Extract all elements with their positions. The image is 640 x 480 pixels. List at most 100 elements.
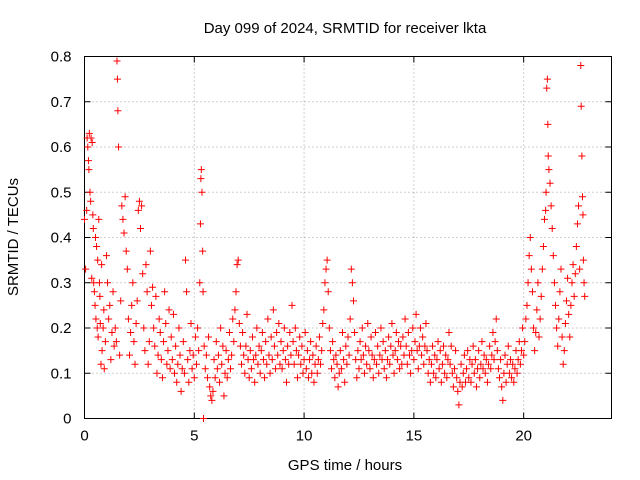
data-point	[546, 179, 554, 187]
x-tick-label: 10	[296, 428, 313, 445]
data-point	[169, 310, 177, 318]
data-point	[379, 338, 387, 346]
data-point	[155, 315, 163, 323]
data-point	[450, 365, 458, 373]
data-point	[124, 315, 132, 323]
data-point	[371, 329, 379, 337]
data-point	[528, 288, 536, 296]
data-point	[412, 310, 420, 318]
data-point	[180, 369, 188, 377]
y-tick-label: 0.4	[51, 230, 72, 247]
data-point	[242, 342, 250, 350]
data-point	[418, 351, 426, 359]
data-point	[281, 356, 289, 364]
data-point	[520, 351, 528, 359]
data-point	[119, 215, 127, 223]
data-point	[141, 347, 149, 355]
data-point	[303, 347, 311, 355]
data-point	[519, 324, 527, 332]
data-point	[211, 374, 219, 382]
data-point	[165, 306, 173, 314]
data-point	[131, 360, 139, 368]
data-point	[154, 351, 162, 359]
data-point	[403, 360, 411, 368]
data-point	[525, 252, 533, 260]
data-point	[87, 197, 95, 205]
data-point	[252, 351, 260, 359]
data-point	[213, 365, 221, 373]
data-point	[319, 319, 327, 327]
data-point	[246, 347, 254, 355]
data-point	[183, 288, 191, 296]
data-point	[116, 351, 124, 359]
data-point	[225, 329, 233, 337]
data-point	[436, 347, 444, 355]
data-point	[506, 356, 514, 364]
data-point	[471, 356, 479, 364]
data-point	[269, 306, 277, 314]
data-point	[94, 256, 102, 264]
data-point	[276, 360, 284, 368]
y-axis-label: SRMTID / TECUs	[5, 178, 22, 296]
data-point	[266, 369, 274, 377]
data-point	[457, 360, 465, 368]
data-point	[479, 365, 487, 373]
data-point	[521, 338, 529, 346]
data-point	[135, 197, 143, 205]
data-point	[552, 301, 560, 309]
data-point	[435, 365, 443, 373]
data-point	[83, 206, 91, 214]
data-point	[205, 333, 213, 341]
data-point	[444, 356, 452, 364]
data-point	[113, 57, 121, 65]
data-point	[388, 319, 396, 327]
data-point	[278, 365, 286, 373]
data-point	[231, 306, 239, 314]
data-point	[467, 378, 475, 386]
data-point	[496, 374, 504, 382]
data-point	[556, 288, 564, 296]
data-point	[288, 301, 296, 309]
data-point	[114, 107, 122, 115]
data-point	[147, 301, 155, 309]
data-point	[517, 347, 525, 355]
data-point	[85, 166, 93, 174]
data-point	[567, 301, 575, 309]
data-point	[151, 342, 159, 350]
data-point	[192, 360, 200, 368]
data-point	[393, 356, 401, 364]
data-point	[480, 351, 488, 359]
data-point	[184, 356, 192, 364]
data-point	[307, 338, 315, 346]
data-point	[541, 215, 549, 223]
data-point	[136, 224, 144, 232]
data-point	[380, 365, 388, 373]
data-point	[410, 356, 418, 364]
data-point	[477, 360, 485, 368]
data-point	[190, 374, 198, 382]
data-point	[554, 342, 562, 350]
data-point	[425, 356, 433, 364]
data-point	[98, 347, 106, 355]
data-point	[240, 351, 248, 359]
data-point	[146, 247, 154, 255]
data-point	[469, 342, 477, 350]
data-point	[494, 365, 502, 373]
data-point	[123, 265, 131, 273]
x-tick-label: 15	[406, 428, 423, 445]
data-point	[535, 333, 543, 341]
data-point	[363, 360, 371, 368]
data-point	[381, 347, 389, 355]
data-point	[198, 188, 206, 196]
data-point	[263, 360, 271, 368]
data-point	[185, 378, 193, 386]
data-point	[243, 310, 251, 318]
data-point	[573, 220, 581, 228]
data-point	[349, 297, 357, 305]
data-point	[449, 383, 457, 391]
data-point	[464, 347, 472, 355]
data-point	[354, 347, 362, 355]
data-point	[533, 306, 541, 314]
data-point	[579, 193, 587, 201]
data-point	[200, 415, 208, 422]
